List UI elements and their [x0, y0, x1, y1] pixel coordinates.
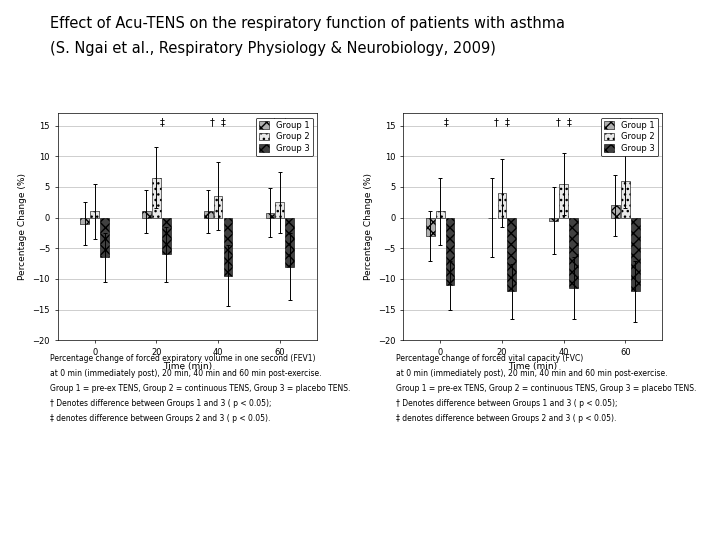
Bar [81, 218, 89, 224]
Text: ‡: ‡ [159, 117, 164, 127]
Bar [266, 213, 274, 218]
Text: Percentage change of forced expiratory volume in one second (FEV1): Percentage change of forced expiratory v… [50, 354, 316, 363]
Text: ‡: ‡ [444, 117, 449, 127]
X-axis label: Time (min): Time (min) [508, 362, 557, 372]
Bar [285, 218, 294, 267]
Text: at 0 min (immediately post), 20 min, 40 min and 60 min post-exercise.: at 0 min (immediately post), 20 min, 40 … [396, 369, 667, 378]
Bar [224, 218, 233, 276]
Text: †: † [617, 117, 622, 127]
Bar [621, 181, 630, 218]
Bar [446, 218, 454, 285]
Text: ‡ denotes difference between Groups 2 and 3 ( p < 0.05).: ‡ denotes difference between Groups 2 an… [396, 414, 616, 423]
Text: ‡: ‡ [283, 117, 288, 127]
Text: †: † [556, 117, 561, 127]
Bar [559, 184, 568, 218]
Text: Group 1 = pre-ex TENS, Group 2 = continuous TENS, Group 3 = placebo TENS.: Group 1 = pre-ex TENS, Group 2 = continu… [396, 384, 696, 393]
Text: ‡ denotes difference between Groups 2 and 3 ( p < 0.05).: ‡ denotes difference between Groups 2 an… [50, 414, 271, 423]
X-axis label: Time (min): Time (min) [163, 362, 212, 372]
Text: ‡: ‡ [221, 117, 226, 127]
Bar [436, 212, 444, 218]
Text: Percentage change of forced vital capacity (FVC): Percentage change of forced vital capaci… [396, 354, 583, 363]
Bar [100, 218, 109, 258]
Text: †: † [210, 117, 215, 127]
Bar [162, 218, 171, 254]
Bar [90, 212, 99, 218]
Bar [570, 218, 578, 288]
Text: † Denotes difference between Groups 1 and 3 ( p < 0.05);: † Denotes difference between Groups 1 an… [50, 399, 272, 408]
Text: ‡: ‡ [629, 117, 634, 127]
Legend: Group 1, Group 2, Group 3: Group 1, Group 2, Group 3 [256, 118, 312, 156]
Text: †: † [271, 117, 276, 127]
Text: † Denotes difference between Groups 1 and 3 ( p < 0.05);: † Denotes difference between Groups 1 an… [396, 399, 618, 408]
Bar [611, 205, 620, 218]
Text: (S. Ngai et al., Respiratory Physiology & Neurobiology, 2009): (S. Ngai et al., Respiratory Physiology … [50, 40, 496, 56]
Bar [152, 178, 161, 218]
Bar [142, 212, 150, 218]
Text: Group 1 = pre-ex TENS, Group 2 = continuous TENS, Group 3 = placebo TENS.: Group 1 = pre-ex TENS, Group 2 = continu… [50, 384, 351, 393]
Bar [631, 218, 639, 291]
Text: Effect of Acu-TENS on the respiratory function of patients with asthma: Effect of Acu-TENS on the respiratory fu… [50, 16, 565, 31]
Bar [276, 202, 284, 218]
Bar [204, 212, 212, 218]
Bar [508, 218, 516, 291]
Y-axis label: Percentage Change (%): Percentage Change (%) [18, 173, 27, 280]
Legend: Group 1, Group 2, Group 3: Group 1, Group 2, Group 3 [601, 118, 658, 156]
Bar [498, 193, 506, 218]
Bar [549, 218, 558, 221]
Text: at 0 min (immediately post), 20 min, 40 min and 60 min post-exercise.: at 0 min (immediately post), 20 min, 40 … [50, 369, 322, 378]
Bar [214, 196, 222, 218]
Y-axis label: Percentage Change (%): Percentage Change (%) [364, 173, 372, 280]
Text: ‡: ‡ [505, 117, 510, 127]
Bar [426, 218, 435, 236]
Text: ‡: ‡ [567, 117, 572, 127]
Text: †: † [494, 117, 499, 127]
